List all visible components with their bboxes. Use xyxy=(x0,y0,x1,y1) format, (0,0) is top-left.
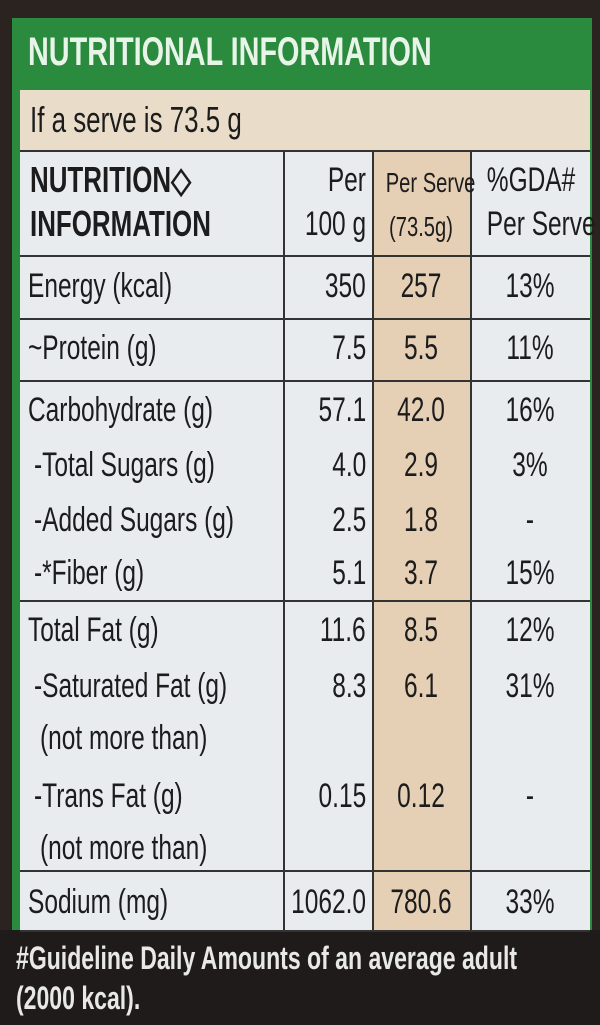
per-serve: 3.7 xyxy=(403,554,439,592)
per-serve: 8.5 xyxy=(403,611,439,649)
header-gda: Per Serve xyxy=(486,205,596,243)
table-bg xyxy=(20,90,590,930)
row-note: (not more than) xyxy=(40,829,208,867)
per-100g: 2.5 xyxy=(331,501,366,539)
gda: 3% xyxy=(512,446,548,484)
gda: 12% xyxy=(505,611,555,649)
row-label: ~Protein (g) xyxy=(28,329,157,367)
per-serve: 5.5 xyxy=(403,329,439,367)
serve-size: If a serve is 73.5 g xyxy=(30,99,242,140)
header-per-serve: (73.5g) xyxy=(389,211,453,242)
row-label: -Trans Fat (g) xyxy=(34,777,183,815)
per-100g: 5.1 xyxy=(331,554,366,592)
row-label: Carbohydrate (g) xyxy=(28,391,214,429)
row-line xyxy=(20,870,590,872)
per-100g: 8.3 xyxy=(331,667,366,705)
per-serve: 257 xyxy=(400,267,442,305)
per-100g: 0.15 xyxy=(318,777,366,815)
per-100g: 11.6 xyxy=(320,611,366,649)
row-label: -Total Sugars (g) xyxy=(34,446,215,484)
gda: 31% xyxy=(505,667,555,705)
column-line xyxy=(470,150,472,930)
per-100g: 7.5 xyxy=(331,329,366,367)
per-serve: 2.9 xyxy=(403,446,439,484)
gda: - xyxy=(525,501,535,539)
row-label: Energy (kcal) xyxy=(28,267,173,305)
per-serve: 1.8 xyxy=(403,501,439,539)
gda: 16% xyxy=(505,391,555,429)
per-100g: 350 xyxy=(325,267,366,305)
row-line xyxy=(20,318,590,320)
per-serve: 6.1 xyxy=(403,667,439,705)
title: NUTRITIONAL INFORMATION xyxy=(28,30,432,74)
header-per-100g: Per xyxy=(327,161,366,199)
footnote: (2000 kcal). xyxy=(16,980,141,1016)
gda: 13% xyxy=(505,267,555,305)
row-note: (not more than) xyxy=(40,719,208,757)
column-line xyxy=(372,150,374,930)
gda: - xyxy=(525,777,535,815)
per-100g: 4.0 xyxy=(331,446,366,484)
row-label: -*Fiber (g) xyxy=(34,554,145,592)
row-line xyxy=(20,380,590,382)
row-line xyxy=(20,255,590,257)
row-line xyxy=(20,930,590,932)
per-serve: 780.6 xyxy=(390,883,452,921)
header-per-100g: 100 g xyxy=(304,205,366,243)
serve-bg xyxy=(20,90,590,150)
gda: 15% xyxy=(505,554,555,592)
row-label: Sodium (mg) xyxy=(28,883,169,921)
footnote: #Guideline Daily Amounts of an average a… xyxy=(16,940,518,976)
row-label: -Saturated Fat (g) xyxy=(34,667,228,705)
header-name: NUTRITION◇ xyxy=(30,159,192,200)
header-name: INFORMATION xyxy=(30,203,211,244)
gda: 33% xyxy=(505,883,555,921)
row-label: -Added Sugars (g) xyxy=(34,501,235,539)
row-label: Total Fat (g) xyxy=(28,611,159,649)
gda: 11% xyxy=(506,329,554,367)
per-100g: 1062.0 xyxy=(291,883,366,921)
serve-column-bg xyxy=(372,150,470,930)
per-serve: 42.0 xyxy=(397,391,445,429)
per-serve: 0.12 xyxy=(397,777,445,815)
per-100g: 57.1 xyxy=(318,391,366,429)
footer-bg xyxy=(0,930,600,1025)
header-gda: %GDA# xyxy=(486,161,576,199)
header-per-serve: Per Serve xyxy=(385,167,476,198)
row-line xyxy=(20,600,590,602)
row-line xyxy=(20,150,590,152)
column-line xyxy=(283,150,285,930)
